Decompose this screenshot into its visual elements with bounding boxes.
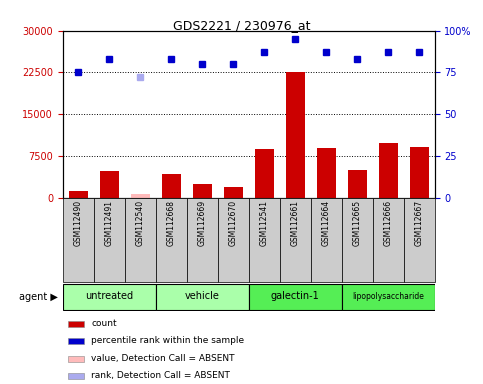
Bar bbox=[317, 148, 336, 198]
Text: GSM112667: GSM112667 bbox=[415, 200, 424, 247]
Bar bbox=[193, 184, 212, 198]
Text: GSM112541: GSM112541 bbox=[260, 200, 269, 246]
Bar bbox=[69, 338, 85, 344]
Bar bbox=[63, 284, 156, 310]
Text: GDS2221 / 230976_at: GDS2221 / 230976_at bbox=[173, 19, 310, 32]
Bar bbox=[218, 198, 249, 282]
Bar bbox=[342, 198, 373, 282]
Bar bbox=[156, 284, 249, 310]
Text: GSM112665: GSM112665 bbox=[353, 200, 362, 247]
Text: value, Detection Call = ABSENT: value, Detection Call = ABSENT bbox=[91, 354, 235, 362]
Bar bbox=[379, 143, 398, 198]
Bar bbox=[94, 198, 125, 282]
Bar bbox=[280, 198, 311, 282]
Text: GSM112661: GSM112661 bbox=[291, 200, 300, 246]
Text: GSM112664: GSM112664 bbox=[322, 200, 331, 247]
Text: GSM112666: GSM112666 bbox=[384, 200, 393, 247]
Text: percentile rank within the sample: percentile rank within the sample bbox=[91, 336, 244, 345]
Bar bbox=[410, 147, 428, 198]
Text: galectin-1: galectin-1 bbox=[271, 291, 320, 301]
Bar bbox=[162, 174, 181, 198]
Bar bbox=[187, 198, 218, 282]
Bar bbox=[348, 170, 367, 198]
Text: GSM112491: GSM112491 bbox=[105, 200, 114, 246]
Text: GSM112668: GSM112668 bbox=[167, 200, 176, 246]
Bar bbox=[249, 198, 280, 282]
Text: GSM112669: GSM112669 bbox=[198, 200, 207, 247]
Bar bbox=[63, 198, 94, 282]
Bar bbox=[404, 198, 435, 282]
Bar bbox=[342, 284, 435, 310]
Text: vehicle: vehicle bbox=[185, 291, 220, 301]
Bar bbox=[69, 190, 87, 198]
Bar bbox=[100, 171, 119, 198]
Bar bbox=[69, 356, 85, 362]
Bar bbox=[255, 149, 273, 198]
Bar bbox=[311, 198, 342, 282]
Text: count: count bbox=[91, 319, 117, 328]
Bar bbox=[69, 321, 85, 327]
Bar bbox=[131, 194, 150, 198]
Bar bbox=[249, 284, 342, 310]
Text: GSM112670: GSM112670 bbox=[229, 200, 238, 247]
Bar bbox=[69, 373, 85, 379]
Bar bbox=[286, 73, 304, 198]
Text: GSM112540: GSM112540 bbox=[136, 200, 145, 247]
Text: GSM112490: GSM112490 bbox=[74, 200, 83, 247]
Bar bbox=[224, 187, 242, 198]
Text: agent ▶: agent ▶ bbox=[19, 291, 58, 302]
Text: lipopolysaccharide: lipopolysaccharide bbox=[352, 291, 424, 301]
Bar bbox=[156, 198, 187, 282]
Bar bbox=[125, 198, 156, 282]
Bar bbox=[373, 198, 404, 282]
Text: rank, Detection Call = ABSENT: rank, Detection Call = ABSENT bbox=[91, 371, 230, 380]
Text: untreated: untreated bbox=[85, 291, 133, 301]
